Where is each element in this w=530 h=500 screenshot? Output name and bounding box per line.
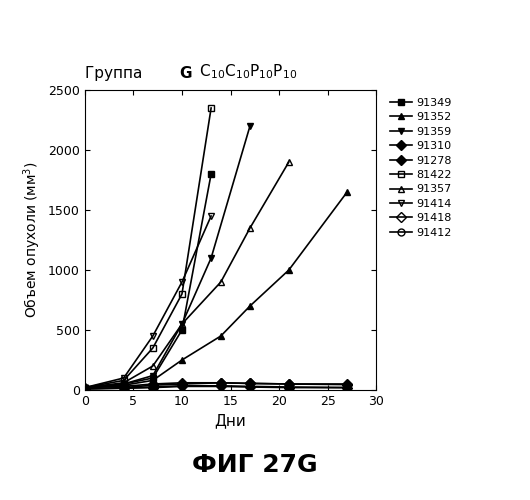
X-axis label: Дни: Дни (215, 414, 246, 428)
Text: Группа: Группа (85, 66, 147, 81)
Text: ФИГ 27G: ФИГ 27G (191, 453, 317, 477)
Text: C$_{10}$C$_{10}$P$_{10}$P$_{10}$: C$_{10}$C$_{10}$P$_{10}$P$_{10}$ (195, 62, 297, 81)
Text: G: G (179, 66, 192, 81)
Y-axis label: Объем опухоли (мм$^3$): Объем опухоли (мм$^3$) (21, 162, 42, 318)
Legend: 91349, 91352, 91359, 91310, 91278, 81422, 91357, 91414, 91418, 91412: 91349, 91352, 91359, 91310, 91278, 81422… (387, 96, 454, 240)
